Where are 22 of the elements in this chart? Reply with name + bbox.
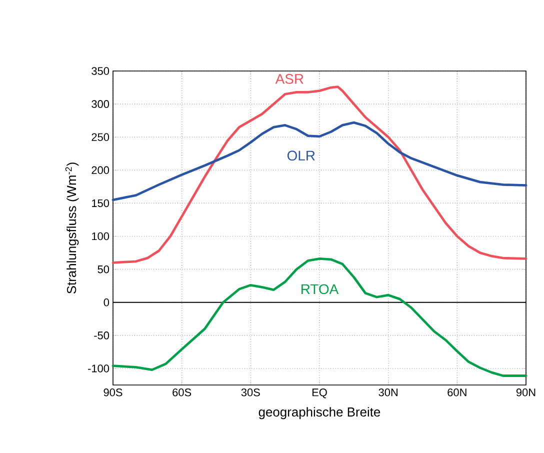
x-tick-label: 30S [241, 388, 260, 396]
y-tick-label: 50 [98, 265, 110, 274]
series-label: ASR [275, 74, 304, 84]
x-axis-title: geographische Breite [258, 407, 380, 420]
y-tick-label: 0 [104, 298, 110, 306]
y-tick-label: 100 [92, 232, 110, 240]
y-tick-label: -50 [94, 332, 110, 340]
series-label: OLR [287, 150, 315, 161]
x-tick-label: 60S [172, 388, 192, 396]
x-tick-label: 30N [378, 388, 398, 396]
x-tick-label: 90N [516, 388, 536, 396]
x-tick-label: 60N [448, 388, 466, 396]
x-tick-label: EQ [312, 388, 327, 398]
y-tick-label: 300 [92, 100, 110, 108]
y-tick-label: -100 [88, 364, 110, 372]
y-tick-label: 150 [92, 199, 110, 208]
y-tick-label: 350 [92, 67, 110, 75]
y-tick-label: 200 [92, 166, 110, 174]
y-tick-label: 250 [92, 133, 110, 141]
series-label: RTOA [302, 284, 339, 294]
y-axis-title: Strahlungsfluss (Wm$^{-2}$) [65, 162, 79, 294]
x-tick-label: 90S [104, 388, 122, 396]
